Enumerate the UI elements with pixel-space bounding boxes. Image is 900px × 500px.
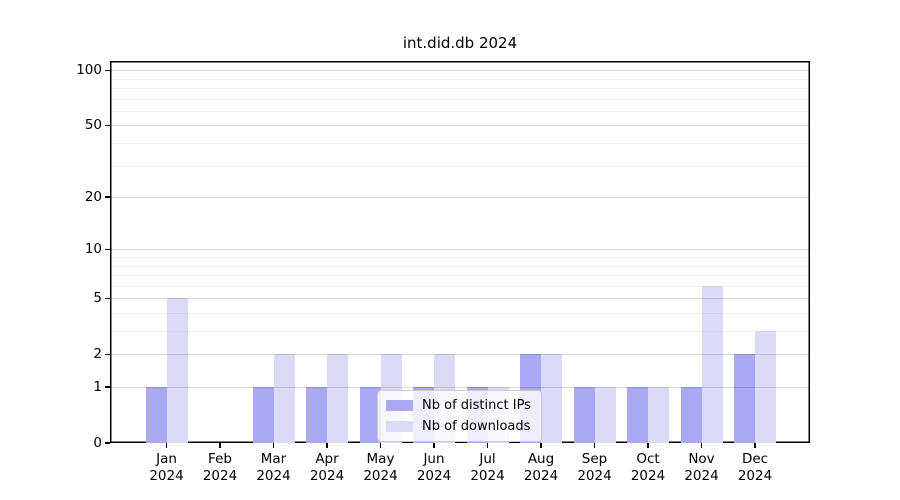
axes-layer: 0 1 2 5 10 20 50 100 Jan 2024 Feb 2024 Mar 2024 Apr… xyxy=(76,61,810,484)
legend-swatch-distinct-ips xyxy=(386,400,413,411)
x-axis-tick xyxy=(486,443,489,448)
x-tick-label: Oct 2024 xyxy=(630,451,666,484)
y-gridline-minor xyxy=(110,98,810,100)
y-gridline-minor xyxy=(110,331,810,332)
y-tick-label: 5 xyxy=(93,290,102,307)
legend-item-downloads: Nb of downloads xyxy=(386,418,531,435)
y-tick-label: 50 xyxy=(84,117,102,134)
y-gridline-minor xyxy=(110,313,810,314)
x-axis-tick xyxy=(326,443,328,448)
bar-nb-of-distinct-ips-may xyxy=(359,387,381,443)
y-gridline-minor xyxy=(110,88,810,89)
y-tick-label: 1 xyxy=(93,379,102,395)
y-gridline-major xyxy=(110,197,810,199)
x-tick-label: Mar 2024 xyxy=(256,451,291,484)
x-axis-tick xyxy=(272,443,275,448)
y-gridline-minor xyxy=(110,265,810,267)
plot-area: 0 1 2 5 10 20 50 100 Jan 2024 Feb 2024 Mar 2024 Apr… xyxy=(76,61,810,484)
x-axis-tick xyxy=(379,443,382,448)
x-tick-label: Feb 2024 xyxy=(202,451,238,484)
y-tick-label: 10 xyxy=(84,241,102,258)
x-axis-tick xyxy=(219,443,221,448)
bar-nb-of-downloads-mar xyxy=(273,354,295,443)
x-tick-label: May 2024 xyxy=(363,451,398,484)
x-axis-tick xyxy=(433,443,435,448)
y-gridline-major xyxy=(110,298,810,300)
x-tick-label: Aug 2024 xyxy=(523,451,559,484)
y-axis-tick xyxy=(105,124,110,127)
y-gridline-minor xyxy=(110,143,810,144)
bar-nb-of-downloads-dec xyxy=(755,331,776,443)
y-axis-tick xyxy=(105,442,110,444)
bar-nb-of-downloads-jan xyxy=(166,298,188,443)
bar-nb-of-downloads-aug xyxy=(541,354,562,443)
bar-nb-of-downloads-apr xyxy=(327,354,348,443)
x-axis-tick xyxy=(754,443,756,448)
x-tick-label: Sep 2024 xyxy=(577,451,612,484)
legend-swatch-downloads xyxy=(386,421,413,432)
y-axis-tick xyxy=(105,297,110,299)
bar-nb-of-downloads-sep xyxy=(594,387,616,443)
legend-label-distinct-ips: Nb of distinct IPs xyxy=(422,398,531,413)
x-tick-label: Jan 2024 xyxy=(149,451,184,484)
y-gridline-minor xyxy=(110,257,810,258)
y-axis-tick xyxy=(105,386,110,388)
bar-nb-of-distinct-ips-mar xyxy=(252,387,274,443)
y-gridline-minor xyxy=(110,275,810,276)
x-axis-tick xyxy=(647,443,649,448)
y-axis-tick xyxy=(105,196,110,198)
bar-nb-of-distinct-ips-oct xyxy=(627,387,648,443)
y-axis-tick xyxy=(105,353,110,355)
x-tick-label: Jun 2024 xyxy=(416,451,452,484)
y-gridline-minor xyxy=(110,110,810,112)
x-axis-tick xyxy=(540,443,542,448)
y-axis-tick xyxy=(105,248,110,250)
gridlines-layer xyxy=(110,61,810,443)
y-tick-label: 0 xyxy=(93,435,102,451)
bar-nb-of-distinct-ips-nov xyxy=(680,387,702,443)
x-tick-label: Jul 2024 xyxy=(470,451,505,484)
y-tick-label: 20 xyxy=(84,189,102,206)
y-tick-label: 100 xyxy=(76,62,102,79)
bar-nb-of-distinct-ips-sep xyxy=(573,387,595,443)
x-axis-tick xyxy=(700,443,703,448)
y-gridline-major xyxy=(110,354,810,356)
y-gridline-minor xyxy=(110,78,810,80)
y-axis-tick xyxy=(105,69,110,71)
y-gridline-minor xyxy=(110,165,810,167)
x-tick-label: Dec 2024 xyxy=(737,451,773,484)
y-gridline-major xyxy=(110,387,810,388)
y-tick-label: 2 xyxy=(93,346,102,363)
legend-label-downloads: Nb of downloads xyxy=(422,419,531,434)
x-axis-tick xyxy=(165,443,168,448)
y-gridline-major xyxy=(110,249,810,251)
bar-nb-of-distinct-ips-jan xyxy=(145,387,167,443)
bar-nb-of-downloads-oct xyxy=(648,387,669,443)
chart-title: int.did.db 2024 xyxy=(402,34,518,52)
bar-nb-of-downloads-nov xyxy=(701,285,723,443)
y-gridline-major xyxy=(110,70,810,72)
bar-nb-of-distinct-ips-apr xyxy=(306,387,327,443)
y-gridline-major xyxy=(110,125,810,127)
x-tick-label: Apr 2024 xyxy=(309,451,345,484)
bar-nb-of-distinct-ips-dec xyxy=(734,354,755,443)
y-gridline-minor xyxy=(110,285,810,287)
legend: Nb of distinct IPs Nb of downloads xyxy=(377,390,542,442)
x-axis-tick xyxy=(593,443,596,448)
legend-item-distinct-ips: Nb of distinct IPs xyxy=(386,397,531,414)
x-tick-label: Nov 2024 xyxy=(684,451,719,484)
